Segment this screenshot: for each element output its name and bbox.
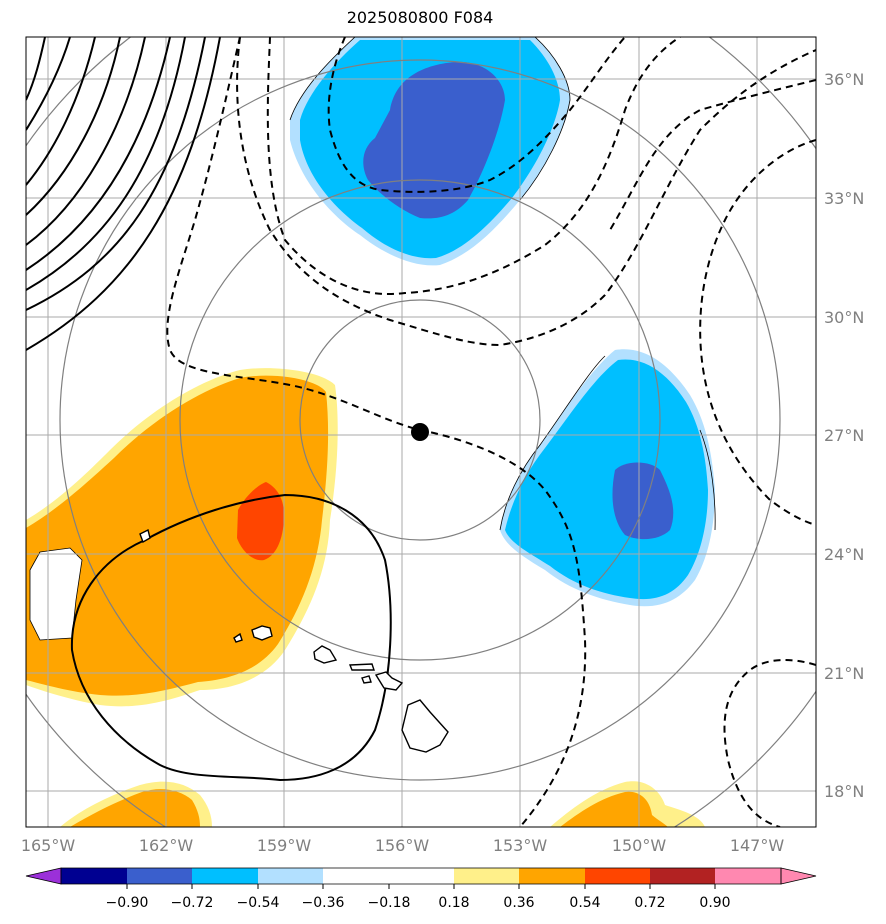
colorbar-swatch (389, 868, 454, 884)
negative-anomaly-north (290, 37, 570, 266)
colorbar-tick-label: −0.18 (368, 895, 411, 911)
colorbar-extend-high (780, 867, 817, 885)
dashed-contours (166, 37, 816, 827)
colorbar-swatch (454, 868, 519, 884)
lon-label: 162°W (139, 836, 194, 855)
colorbar-tick-label: 0.72 (634, 895, 665, 911)
lon-label: 150°W (612, 836, 667, 855)
map-frame (25, 36, 817, 828)
colorbar-swatch (715, 868, 781, 884)
colorbar-tick-label: −0.36 (302, 895, 345, 911)
range-rings (26, 37, 816, 827)
lat-label: 36°N (824, 70, 864, 89)
colorbar-tick-label: −0.72 (171, 895, 214, 911)
colorbar-tick-label: 0.18 (438, 895, 469, 911)
graticule (26, 37, 816, 827)
colorbar-swatch (519, 868, 585, 884)
lat-label: 27°N (824, 426, 864, 445)
lon-label: 147°W (730, 836, 785, 855)
map-title: 2025080800 F084 (346, 8, 494, 27)
colorbar-tick-label: −0.90 (106, 895, 149, 911)
lat-label: 24°N (824, 545, 864, 564)
lat-label: 18°N (824, 782, 864, 801)
colorbar: −0.90 −0.72 −0.54 −0.36 −0.18 0.18 0.36 … (25, 867, 817, 911)
solid-contours (26, 37, 221, 351)
lon-axis: 165°W 162°W 159°W 156°W 153°W 150°W 147°… (21, 836, 785, 855)
closed-contour-hawaii (70, 493, 392, 782)
hawaii-islands (139, 528, 449, 753)
colorbar-extend-low (25, 867, 62, 885)
lon-label: 165°W (21, 836, 76, 855)
colorbar-tick-label: 0.90 (699, 895, 730, 911)
colorbar-tick-label: 0.54 (569, 895, 600, 911)
positive-anomaly-west (26, 368, 338, 707)
colorbar-swatch (61, 868, 127, 884)
lat-axis: 36°N 33°N 30°N 27°N 24°N 21°N 18°N (824, 70, 864, 801)
map-plot-area (26, 37, 816, 827)
lat-label: 21°N (824, 664, 864, 683)
storm-center-marker (411, 423, 429, 441)
colorbar-swatch (650, 868, 715, 884)
lat-label: 33°N (824, 189, 864, 208)
colorbar-tick-label: −0.54 (237, 895, 280, 911)
colorbar-swatch (192, 868, 258, 884)
colorbar-swatch (127, 868, 192, 884)
lon-label: 156°W (375, 836, 430, 855)
positive-anomaly-south (60, 781, 705, 827)
colorbar-swatch (323, 868, 389, 884)
lon-label: 159°W (257, 836, 312, 855)
colorbar-swatch (258, 868, 323, 884)
negative-anomaly-east (500, 349, 715, 607)
lon-label: 153°W (493, 836, 548, 855)
lat-label: 30°N (824, 308, 864, 327)
colorbar-swatch (585, 868, 650, 884)
colorbar-tick-label: 0.36 (503, 895, 534, 911)
